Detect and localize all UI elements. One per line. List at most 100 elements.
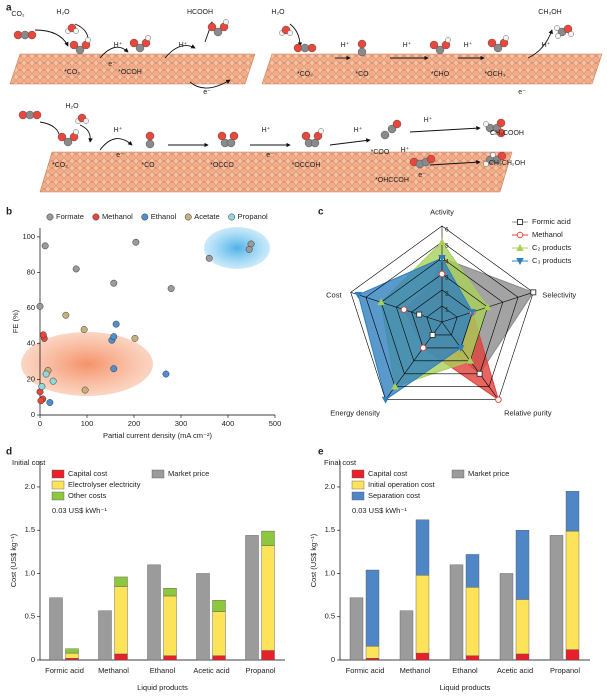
stack-segment	[261, 545, 275, 651]
data-point	[49, 377, 57, 385]
data-point	[466, 356, 474, 364]
atom	[357, 47, 367, 57]
atom	[229, 131, 239, 141]
legend-marker	[92, 213, 100, 221]
diagram-label: *CO	[141, 162, 155, 169]
stack-segment	[212, 611, 226, 656]
stack-segment	[261, 650, 275, 661]
data-point	[483, 303, 492, 311]
stack-segment	[415, 575, 430, 654]
atom	[13, 30, 23, 40]
y-tick-label: 80	[27, 268, 35, 277]
radar-grid	[380, 257, 504, 375]
legend-label: Methanol	[532, 230, 563, 239]
legend-label: Capital cost	[68, 469, 108, 478]
data-point	[81, 386, 89, 394]
atom	[496, 128, 506, 138]
atom	[145, 139, 155, 149]
atom	[483, 121, 489, 127]
panel-label: d	[6, 447, 12, 458]
data-point	[377, 298, 385, 306]
atom	[27, 30, 37, 40]
legend-label: Formic acid	[532, 217, 571, 226]
diagram-label: e⁻	[108, 61, 116, 68]
x-tick-label: Propanol	[245, 666, 275, 675]
legend-marker	[516, 258, 524, 265]
data-point	[245, 245, 253, 253]
r-tick-label: 1	[445, 307, 449, 314]
data-point	[495, 396, 502, 403]
diagram-label: *CO	[355, 71, 369, 78]
x-axis-label: Liquid products	[137, 683, 188, 692]
stack-segment	[515, 599, 530, 655]
stack-segment	[114, 586, 128, 655]
panel-label: b	[6, 207, 12, 218]
atom	[445, 37, 451, 43]
data-point	[110, 279, 118, 287]
atom	[429, 40, 439, 50]
atom	[487, 38, 497, 48]
stack-segment	[565, 491, 580, 532]
legend-label: Initial operation cost	[368, 480, 436, 489]
y-tick-label: 1.5	[25, 525, 35, 534]
radar-grid	[350, 225, 534, 400]
x-tick-label: 500	[269, 419, 282, 428]
x-tick-label: Formic acid	[45, 666, 84, 675]
atom	[357, 39, 367, 49]
data-point	[400, 306, 408, 313]
atom	[207, 22, 217, 32]
atom	[213, 27, 223, 37]
atom	[145, 131, 155, 141]
stack-segment	[163, 655, 177, 661]
legend-swatch	[351, 469, 365, 479]
atom	[555, 33, 561, 39]
market-bar	[549, 535, 564, 661]
legend-swatch	[51, 480, 65, 490]
stack-segment	[65, 652, 79, 659]
axis-label: Energy density	[330, 408, 380, 417]
legend-swatch	[151, 469, 165, 479]
x-tick-label: 100	[81, 419, 94, 428]
atom	[57, 132, 67, 142]
x-tick-label: 200	[128, 419, 141, 428]
y-tick-label: 0.5	[25, 612, 35, 621]
data-point	[37, 397, 45, 405]
stack-segment	[365, 569, 380, 647]
atom	[73, 28, 79, 34]
r-tick-label: 5	[445, 243, 449, 250]
y-tick-label: 60	[27, 303, 35, 312]
x-axis-label: Partial current density (mA cm⁻²)	[103, 431, 212, 440]
y-tick-label: 100	[22, 232, 35, 241]
data-point	[381, 396, 390, 404]
x-tick-label: Propanol	[550, 666, 580, 675]
diagram-label: H⁺	[341, 41, 350, 49]
stack-segment	[65, 648, 79, 654]
y-axis-label: Cost (US$ kg⁻¹)	[9, 533, 18, 587]
market-bar	[147, 564, 161, 661]
legend-swatch	[51, 469, 65, 479]
diagram-label: *CHO	[431, 71, 450, 78]
data-point	[354, 291, 363, 299]
y-tick-label: 2.0	[25, 482, 35, 491]
atom	[318, 128, 324, 134]
legend-marker	[141, 213, 149, 221]
y-tick-label: 0	[331, 655, 335, 664]
diagram-label: CH₃COOH	[490, 130, 524, 137]
data-point	[80, 326, 88, 333]
atom	[554, 25, 560, 31]
diagram-label: *CO₂	[297, 71, 313, 78]
data-point	[110, 365, 118, 373]
radar-grid	[395, 273, 489, 362]
data-point	[131, 334, 139, 342]
r-tick-label: 6	[445, 227, 449, 234]
market-bar	[449, 564, 464, 661]
radar-grid	[365, 241, 519, 388]
diagram-label: H⁺	[179, 41, 188, 49]
panel-label: a	[6, 3, 12, 14]
y-tick-label: 1.0	[325, 568, 335, 577]
legend-marker	[516, 244, 524, 251]
atom	[568, 31, 574, 37]
x-tick-label: Acetic acid	[193, 666, 229, 675]
